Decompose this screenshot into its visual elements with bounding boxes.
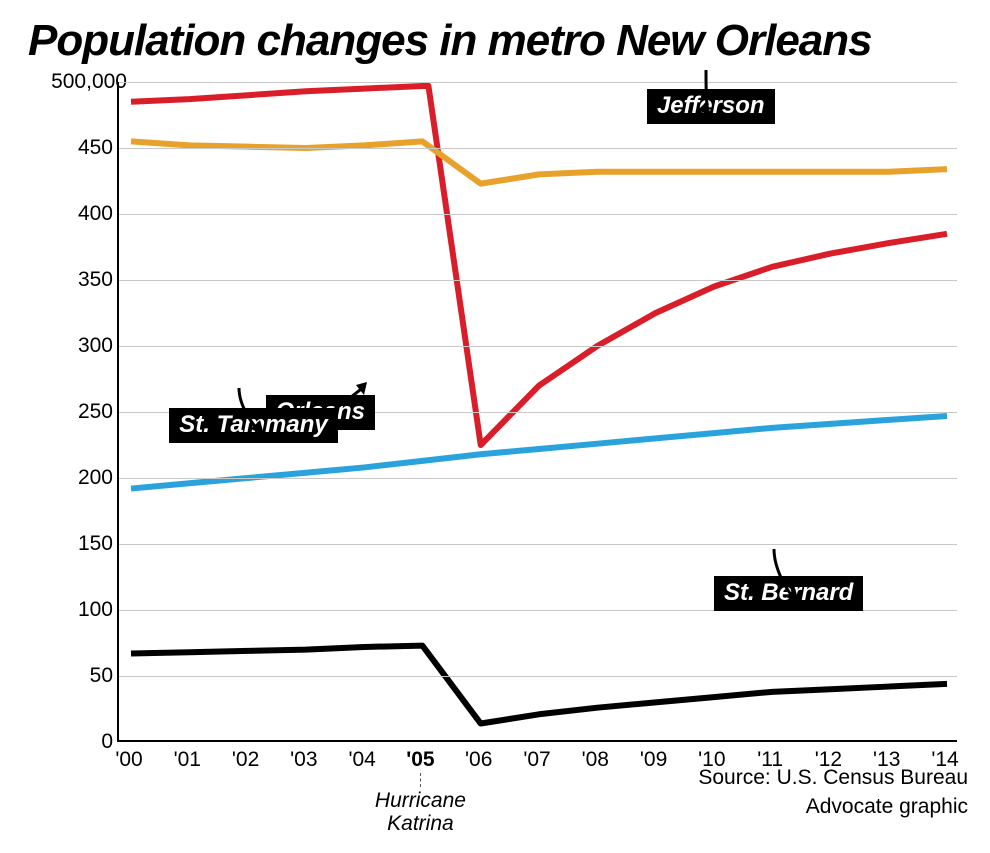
gridline [119, 544, 957, 545]
gridline [119, 214, 957, 215]
y-tick-label: 250 [78, 400, 113, 424]
callout-line: Hurricane [375, 789, 466, 812]
gridline [119, 82, 957, 83]
y-tick-label: 450 [78, 136, 113, 160]
label-pointer-icon [699, 70, 723, 128]
x-tick-label: '07 [523, 748, 550, 772]
series-label-jefferson: Jefferson [647, 89, 775, 124]
source-line-2: Advocate graphic [698, 793, 968, 821]
series-line-st-bernard [131, 646, 947, 724]
chart-area: 050100150200250300350400450500,000 Orlea… [22, 82, 957, 772]
label-pointer-icon [232, 388, 276, 447]
y-tick-label: 150 [78, 532, 113, 556]
y-tick-label: 100 [78, 598, 113, 622]
callout-hurricane-katrina: HurricaneKatrina [375, 789, 466, 835]
y-tick-label: 0 [101, 730, 113, 754]
series-label-st-tammany: St. Tammany [169, 408, 338, 443]
callout-line: Katrina [375, 812, 466, 835]
x-tick-label: '03 [290, 748, 317, 772]
gridline [119, 676, 957, 677]
y-tick-label: 200 [78, 466, 113, 490]
x-tick-label: '09 [640, 748, 667, 772]
x-tick-label: '05 [406, 748, 434, 772]
y-axis: 050100150200250300350400450500,000 [22, 82, 117, 742]
y-tick-label: 400 [78, 202, 113, 226]
callout-tick [420, 773, 421, 787]
label-pointer-icon [767, 549, 811, 615]
y-tick-label: 500,000 [51, 70, 127, 94]
x-tick-label: '02 [232, 748, 259, 772]
series-label-st-bernard: St. Bernard [714, 576, 863, 611]
y-tick-label: 300 [78, 334, 113, 358]
x-tick-label: '04 [348, 748, 375, 772]
gridline [119, 478, 957, 479]
source-line-1: Source: U.S. Census Bureau [698, 764, 968, 792]
plot-area: OrleansJeffersonSt. TammanySt. Bernard [117, 82, 957, 742]
x-tick-label: '08 [582, 748, 609, 772]
gridline [119, 346, 957, 347]
gridline [119, 280, 957, 281]
gridline [119, 148, 957, 149]
x-tick-label: '00 [115, 748, 142, 772]
y-tick-label: 350 [78, 268, 113, 292]
chart-container: Population changes in metro New Orleans … [0, 0, 990, 853]
chart-title: Population changes in metro New Orleans [22, 18, 968, 64]
y-tick-label: 50 [90, 664, 113, 688]
x-tick-label: '06 [465, 748, 492, 772]
x-tick-label: '01 [174, 748, 201, 772]
source-credit: Source: U.S. Census Bureau Advocate grap… [698, 764, 968, 821]
